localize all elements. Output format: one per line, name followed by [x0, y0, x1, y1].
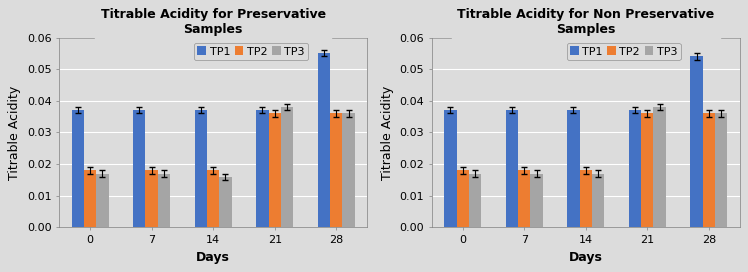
Bar — [72, 110, 84, 227]
Bar — [690, 57, 702, 227]
Bar — [158, 174, 170, 227]
Bar — [518, 171, 530, 227]
Legend: TP1, TP2, TP3: TP1, TP2, TP3 — [194, 43, 308, 60]
Bar — [715, 113, 727, 227]
Title: Titrable Acidity for Preservative
Samples: Titrable Acidity for Preservative Sample… — [100, 8, 325, 36]
X-axis label: Days: Days — [568, 251, 603, 264]
Bar — [133, 110, 145, 227]
X-axis label: Days: Days — [196, 251, 230, 264]
Bar — [506, 110, 518, 227]
Bar — [592, 174, 604, 227]
Bar — [641, 113, 654, 227]
Title: Titrable Acidity for Non Preservative
Samples: Titrable Acidity for Non Preservative Sa… — [457, 8, 714, 36]
Bar — [219, 177, 232, 227]
Bar — [145, 171, 158, 227]
Bar — [580, 171, 592, 227]
Bar — [629, 110, 641, 227]
Bar — [194, 110, 207, 227]
Bar — [207, 171, 219, 227]
Bar — [330, 113, 343, 227]
Legend: TP1, TP2, TP3: TP1, TP2, TP3 — [567, 43, 681, 60]
Bar — [654, 107, 666, 227]
Bar — [444, 110, 456, 227]
Bar — [456, 171, 469, 227]
Bar — [567, 110, 580, 227]
Y-axis label: Titrable Acidity: Titrable Acidity — [381, 85, 394, 180]
Bar — [469, 174, 481, 227]
Bar — [281, 107, 293, 227]
Bar — [318, 53, 330, 227]
Bar — [257, 110, 269, 227]
Y-axis label: Titrable Acidity: Titrable Acidity — [8, 85, 22, 180]
Bar — [343, 113, 355, 227]
Bar — [96, 174, 108, 227]
Bar — [530, 174, 543, 227]
Bar — [702, 113, 715, 227]
Bar — [84, 171, 96, 227]
Bar — [269, 113, 281, 227]
